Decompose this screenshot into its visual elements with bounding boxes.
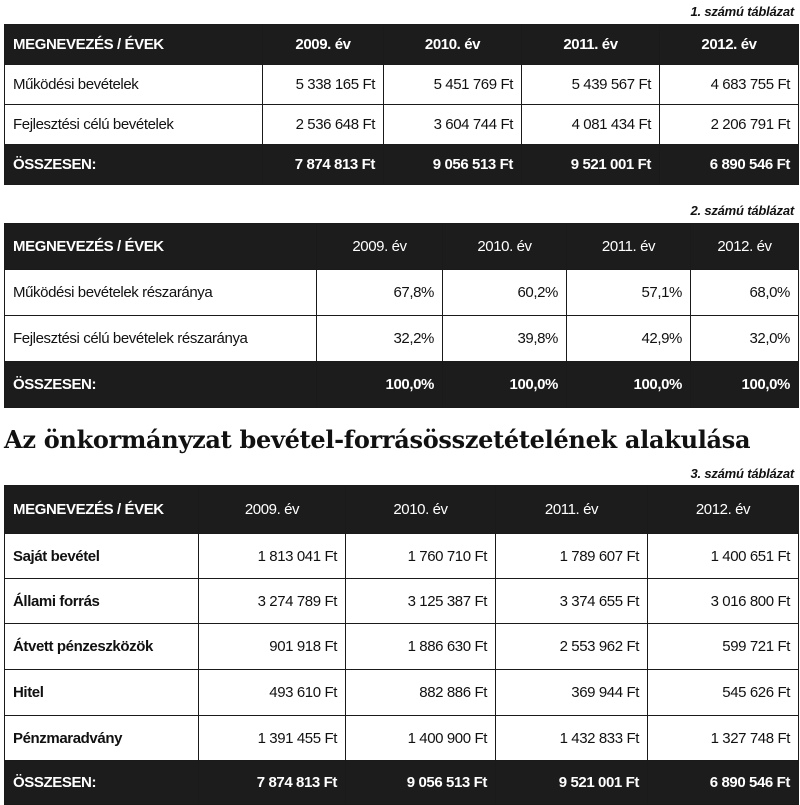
total-value: 9 056 513 Ft: [345, 760, 496, 805]
table-row: Működési bevételek részaránya 67,8% 60,2…: [4, 269, 799, 316]
cell-value: 3 604 744 Ft: [383, 104, 522, 145]
total-value: 6 890 546 Ft: [659, 144, 799, 185]
cell-value: 32,0%: [690, 315, 799, 362]
table3-header-year: 2011. év: [495, 485, 648, 534]
total-value: 7 874 813 Ft: [262, 144, 384, 185]
total-value: 7 874 813 Ft: [198, 760, 346, 805]
cell-value: 1 789 607 Ft: [495, 533, 648, 579]
cell-value: 5 338 165 Ft: [262, 64, 384, 105]
table-row: Hitel 493 610 Ft 882 886 Ft 369 944 Ft 5…: [4, 669, 799, 716]
cell-value: 5 451 769 Ft: [383, 64, 522, 105]
cell-value: 2 536 648 Ft: [262, 104, 384, 145]
table1-header-year: 2011. év: [521, 24, 660, 65]
cell-value: 1 400 651 Ft: [647, 533, 799, 579]
cell-value: 1 432 833 Ft: [495, 715, 648, 761]
table1-header-row: MEGNEVEZÉS / ÉVEK 2009. év 2010. év 2011…: [4, 24, 799, 65]
cell-value: 1 760 710 Ft: [345, 533, 496, 579]
cell-value: 2 206 791 Ft: [659, 104, 799, 145]
total-value: 100,0%: [566, 361, 691, 408]
cell-value: 32,2%: [316, 315, 443, 362]
total-value: 100,0%: [442, 361, 567, 408]
table-row: Átvett pénzeszközök 901 918 Ft 1 886 630…: [4, 623, 799, 670]
row-label: Átvett pénzeszközök: [4, 623, 199, 670]
table-row: Állami forrás 3 274 789 Ft 3 125 387 Ft …: [4, 578, 799, 624]
table1-header-year: 2009. év: [262, 24, 384, 65]
row-label: Fejlesztési célú bevételek részaránya: [4, 315, 317, 362]
cell-value: 3 274 789 Ft: [198, 578, 346, 624]
table-row: Működési bevételek 5 338 165 Ft 5 451 76…: [4, 64, 799, 105]
cell-value: 57,1%: [566, 269, 691, 316]
table-row: Pénzmaradvány 1 391 455 Ft 1 400 900 Ft …: [4, 715, 799, 761]
cell-value: 42,9%: [566, 315, 691, 362]
row-label: Pénzmaradvány: [4, 715, 199, 761]
cell-value: 1 327 748 Ft: [647, 715, 799, 761]
total-label: ÖSSZESEN:: [4, 144, 263, 185]
total-value: 100,0%: [316, 361, 443, 408]
cell-value: 901 918 Ft: [198, 623, 346, 670]
section-title: Az önkormányzat bevétel-forrásösszetétel…: [4, 425, 751, 454]
table3-header-year: 2012. év: [647, 485, 799, 534]
total-value: 9 056 513 Ft: [383, 144, 522, 185]
cell-value: 4 683 755 Ft: [659, 64, 799, 105]
table3-header-year: 2009. év: [198, 485, 346, 534]
table1-header-year: 2012. év: [659, 24, 799, 65]
cell-value: 5 439 567 Ft: [521, 64, 660, 105]
cell-value: 4 081 434 Ft: [521, 104, 660, 145]
table-row: Fejlesztési célú bevételek részaránya 32…: [4, 315, 799, 362]
table2-header-label: MEGNEVEZÉS / ÉVEK: [4, 223, 317, 270]
table2-header-year: 2012. év: [690, 223, 799, 270]
cell-value: 1 813 041 Ft: [198, 533, 346, 579]
table-row: Fejlesztési célú bevételek 2 536 648 Ft …: [4, 104, 799, 145]
table2-header-row: MEGNEVEZÉS / ÉVEK 2009. év 2010. év 2011…: [4, 223, 799, 270]
table3-header-label: MEGNEVEZÉS / ÉVEK: [4, 485, 199, 534]
table1-header-label: MEGNEVEZÉS / ÉVEK: [4, 24, 263, 65]
table2-total-row: ÖSSZESEN: 100,0% 100,0% 100,0% 100,0%: [4, 361, 799, 408]
total-value: 9 521 001 Ft: [495, 760, 648, 805]
table2: MEGNEVEZÉS / ÉVEK 2009. év 2010. év 2011…: [4, 223, 799, 408]
total-value: 9 521 001 Ft: [521, 144, 660, 185]
cell-value: 68,0%: [690, 269, 799, 316]
cell-value: 1 391 455 Ft: [198, 715, 346, 761]
row-label: Működési bevételek részaránya: [4, 269, 317, 316]
table1-total-row: ÖSSZESEN: 7 874 813 Ft 9 056 513 Ft 9 52…: [4, 144, 799, 185]
row-label: Működési bevételek: [4, 64, 263, 105]
cell-value: 599 721 Ft: [647, 623, 799, 670]
cell-value: 1 400 900 Ft: [345, 715, 496, 761]
row-label: Saját bevétel: [4, 533, 199, 579]
cell-value: 369 944 Ft: [495, 669, 648, 716]
cell-value: 2 553 962 Ft: [495, 623, 648, 670]
table1-header-year: 2010. év: [383, 24, 522, 65]
table1: MEGNEVEZÉS / ÉVEK 2009. év 2010. év 2011…: [4, 24, 799, 185]
row-label: Hitel: [4, 669, 199, 716]
cell-value: 545 626 Ft: [647, 669, 799, 716]
table3-header-row: MEGNEVEZÉS / ÉVEK 2009. év 2010. év 2011…: [4, 485, 799, 534]
cell-value: 67,8%: [316, 269, 443, 316]
table2-caption: 2. számú táblázat: [690, 203, 794, 218]
table2-header-year: 2011. év: [566, 223, 691, 270]
row-label: Állami forrás: [4, 578, 199, 624]
total-label: ÖSSZESEN:: [4, 760, 199, 805]
table2-header-year: 2010. év: [442, 223, 567, 270]
table3-total-row: ÖSSZESEN: 7 874 813 Ft 9 056 513 Ft 9 52…: [4, 760, 799, 805]
total-label: ÖSSZESEN:: [4, 361, 317, 408]
total-value: 6 890 546 Ft: [647, 760, 799, 805]
table3-caption: 3. számú táblázat: [690, 466, 794, 481]
table3: MEGNEVEZÉS / ÉVEK 2009. év 2010. év 2011…: [4, 485, 799, 805]
total-value: 100,0%: [690, 361, 799, 408]
table-row: Saját bevétel 1 813 041 Ft 1 760 710 Ft …: [4, 533, 799, 579]
row-label: Fejlesztési célú bevételek: [4, 104, 263, 145]
table3-header-year: 2010. év: [345, 485, 496, 534]
cell-value: 3 016 800 Ft: [647, 578, 799, 624]
table1-caption: 1. számú táblázat: [690, 4, 794, 19]
cell-value: 1 886 630 Ft: [345, 623, 496, 670]
cell-value: 39,8%: [442, 315, 567, 362]
cell-value: 493 610 Ft: [198, 669, 346, 716]
cell-value: 3 374 655 Ft: [495, 578, 648, 624]
cell-value: 3 125 387 Ft: [345, 578, 496, 624]
cell-value: 60,2%: [442, 269, 567, 316]
table2-header-year: 2009. év: [316, 223, 443, 270]
cell-value: 882 886 Ft: [345, 669, 496, 716]
